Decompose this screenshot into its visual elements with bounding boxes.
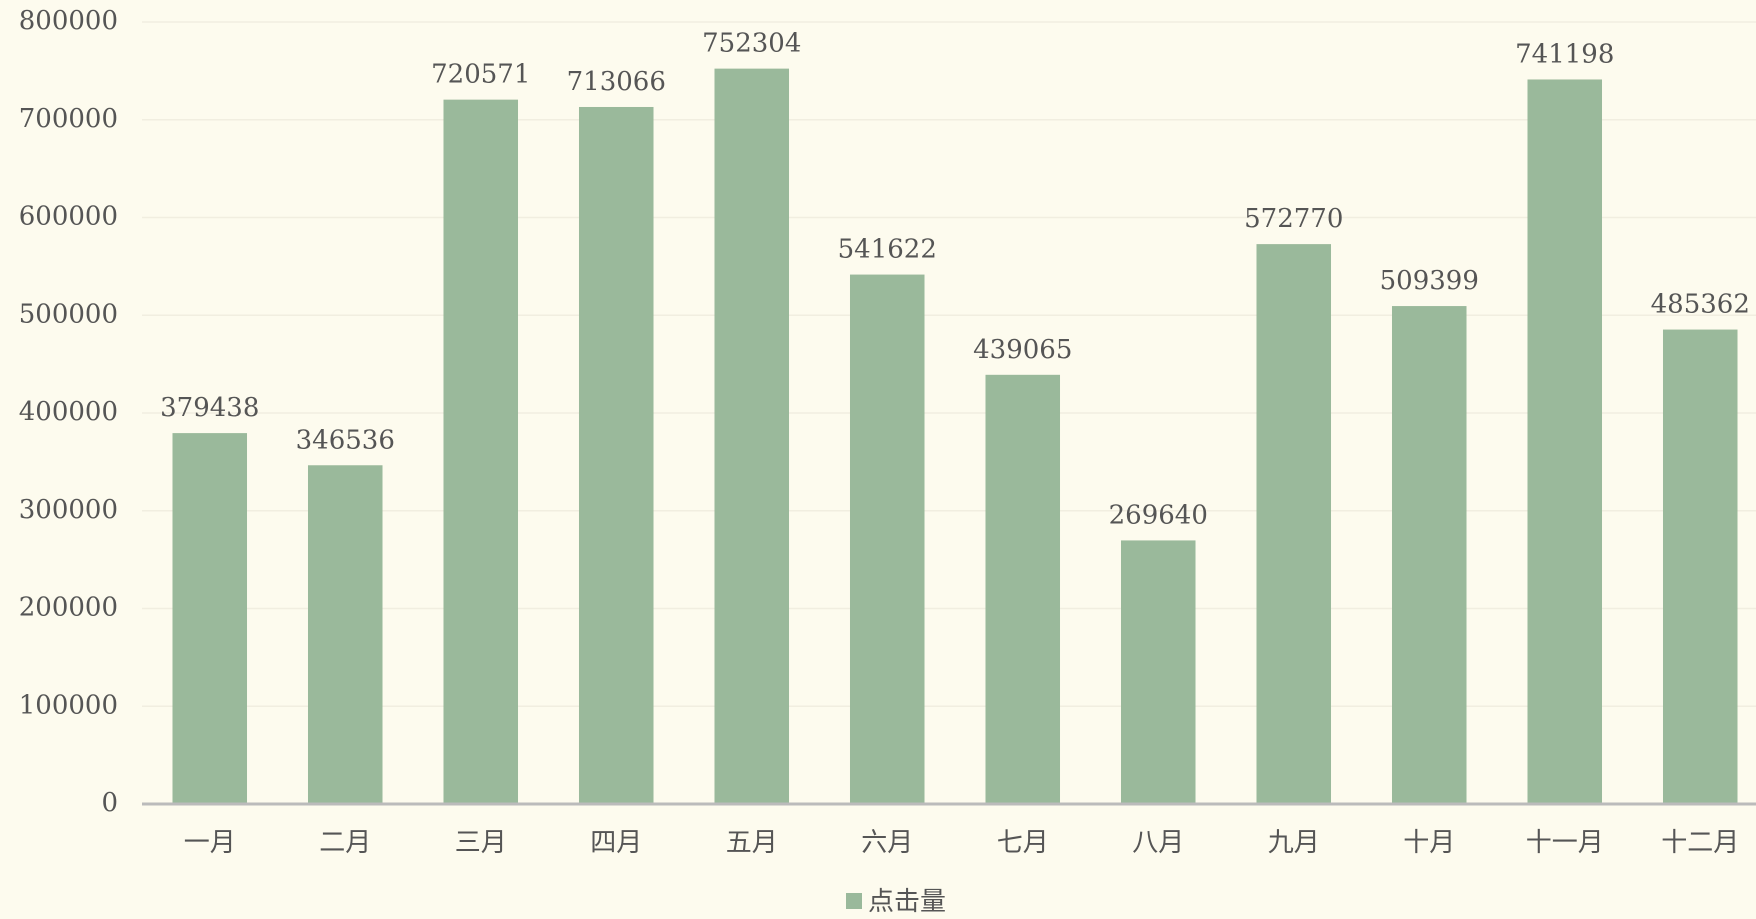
data-label: 439065 <box>973 335 1072 365</box>
bar <box>1662 329 1738 804</box>
x-tick-label: 七月 <box>997 828 1049 858</box>
data-label: 485362 <box>1651 290 1750 320</box>
bar <box>307 465 383 804</box>
x-tick-label: 四月 <box>590 828 642 858</box>
y-tick-label: 200000 <box>19 593 118 623</box>
x-tick-label: 十二月 <box>1661 828 1739 858</box>
bar <box>1120 540 1196 804</box>
legend-swatch <box>846 893 862 909</box>
data-label: 752304 <box>702 29 801 59</box>
bar <box>849 274 925 805</box>
data-label: 741198 <box>1515 39 1614 69</box>
y-tick-label: 0 <box>101 788 118 818</box>
data-label: 720571 <box>431 60 530 90</box>
y-tick-label: 100000 <box>19 690 118 720</box>
bar <box>172 433 248 804</box>
y-tick-label: 400000 <box>19 397 118 427</box>
x-tick-label: 五月 <box>726 828 778 858</box>
bar <box>443 99 519 804</box>
bar <box>1391 306 1467 804</box>
x-tick-label: 三月 <box>455 828 507 858</box>
y-tick-label: 600000 <box>19 202 118 232</box>
data-label: 572770 <box>1244 204 1343 234</box>
x-tick-label: 十一月 <box>1526 828 1604 858</box>
x-tick-label: 九月 <box>1268 828 1320 858</box>
x-tick-label: 二月 <box>319 828 371 858</box>
data-label: 713066 <box>567 67 666 97</box>
bar <box>1527 79 1603 805</box>
x-tick-label: 六月 <box>861 828 913 858</box>
bar <box>714 68 790 804</box>
bar <box>578 106 654 805</box>
data-label: 269640 <box>1109 500 1208 530</box>
data-label: 346536 <box>296 425 395 455</box>
data-label: 509399 <box>1380 266 1479 296</box>
y-tick-label: 800000 <box>19 6 118 36</box>
data-label: 379438 <box>160 393 259 423</box>
bar <box>1256 244 1332 805</box>
y-tick-label: 500000 <box>19 299 118 329</box>
y-tick-label: 700000 <box>19 104 118 134</box>
bar <box>985 374 1061 804</box>
x-tick-label: 一月 <box>184 828 236 858</box>
x-tick-label: 十月 <box>1403 828 1455 858</box>
data-label: 541622 <box>838 235 937 265</box>
x-tick-label: 八月 <box>1132 828 1184 858</box>
y-tick-label: 300000 <box>19 495 118 525</box>
legend-label: 点击量 <box>868 887 946 917</box>
